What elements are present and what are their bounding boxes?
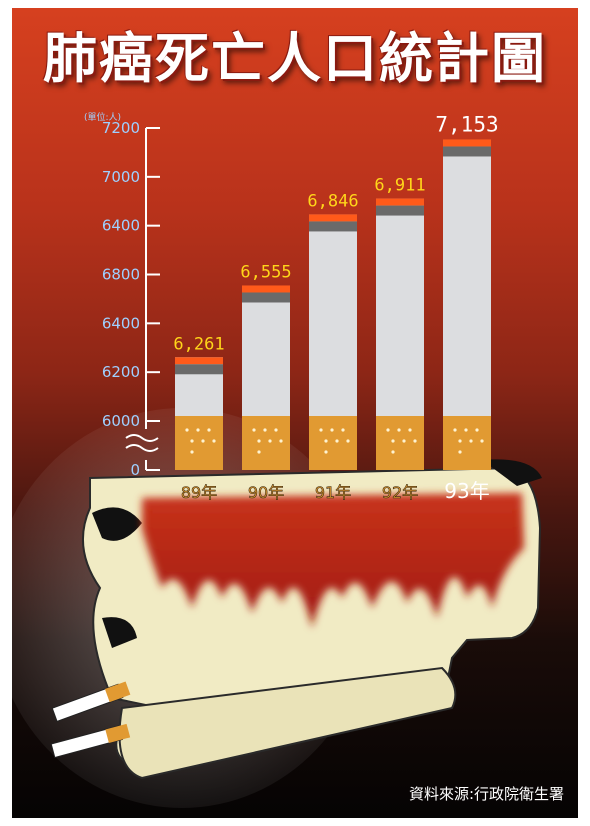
- y-tick-label: 6000: [102, 412, 140, 430]
- source-caption: 資料來源:行政院衛生署: [408, 785, 564, 803]
- filter-dot: [391, 450, 395, 454]
- cigarette-1: [51, 681, 131, 722]
- y-tick-label: 7000: [102, 168, 140, 186]
- filter-dot: [408, 428, 412, 432]
- filter-dot: [268, 439, 272, 443]
- filter-dot: [469, 439, 473, 443]
- filter-dot: [319, 428, 323, 432]
- filter-dot: [480, 439, 484, 443]
- filter-dot: [386, 428, 390, 432]
- bar-value-label: 6,846: [307, 191, 358, 211]
- skull-eye-socket: [92, 507, 142, 541]
- filter-dot: [453, 428, 457, 432]
- y-unit-label: (單位:人): [84, 111, 121, 123]
- filter-dot: [190, 450, 194, 454]
- filter-dot: [464, 428, 468, 432]
- y-tick-label: 0: [130, 461, 140, 479]
- bar: [443, 139, 491, 470]
- chart-canvas: (單位:人) 0 6000 6200 6400 6800 6400 7000 7200 6,261…: [12, 111, 542, 808]
- bar-cap: [242, 285, 290, 293]
- filter-dot: [279, 439, 283, 443]
- filter-dot: [196, 428, 200, 432]
- filter-dot: [257, 450, 261, 454]
- bar-cap: [309, 214, 357, 222]
- filter-dot: [274, 428, 278, 432]
- y-tick-label: 6400: [102, 314, 140, 332]
- bar-value-label: 6,261: [173, 334, 224, 354]
- filter-dot: [324, 439, 328, 443]
- filter-dot: [458, 439, 462, 443]
- filter-dot: [413, 439, 417, 443]
- bar-cap: [175, 357, 223, 365]
- bar-filter: [309, 416, 357, 470]
- filter-dot: [335, 439, 339, 443]
- x-category-label: 91年: [315, 483, 351, 502]
- bar-filter: [242, 416, 290, 470]
- filter-dot: [330, 428, 334, 432]
- filter-dot: [185, 428, 189, 432]
- x-category-label: 93年: [444, 479, 489, 503]
- bar-value-label: 7,153: [435, 112, 498, 136]
- poster: (單位:人) 0 6000 6200 6400 6800 6400 7000 7200 6,261…: [12, 8, 578, 818]
- bar-band: [242, 292, 290, 303]
- filter-dot: [252, 428, 256, 432]
- filter-dot: [212, 439, 216, 443]
- filter-dot: [397, 428, 401, 432]
- filter-dot: [475, 428, 479, 432]
- skull-nose-cavity: [102, 617, 137, 648]
- bar-band: [376, 205, 424, 216]
- bar-filter: [376, 416, 424, 470]
- bar-filter: [443, 416, 491, 470]
- bar-cap: [443, 139, 491, 147]
- y-tick-label: 7200: [102, 119, 140, 137]
- bar-band: [443, 146, 491, 157]
- axis-break-mark: [125, 444, 159, 452]
- x-category-label: 92年: [382, 483, 418, 502]
- bar-value-label: 6,911: [374, 176, 425, 196]
- filter-dot: [263, 428, 267, 432]
- filter-dot: [346, 439, 350, 443]
- filter-dot: [341, 428, 345, 432]
- bar-band: [175, 364, 223, 375]
- filter-dot: [257, 439, 261, 443]
- filter-dot: [458, 450, 462, 454]
- y-tick-label: 6400: [102, 217, 140, 235]
- bar-chart: (單位:人) 0 6000 6200 6400 6800 6400 7000 7200 6,261…: [84, 111, 499, 503]
- bar-band: [309, 221, 357, 232]
- cigarette-2: [50, 723, 131, 759]
- bar-cap: [376, 198, 424, 206]
- x-category-label: 90年: [248, 483, 284, 502]
- filter-dot: [324, 450, 328, 454]
- x-category-label: 89年: [181, 483, 217, 502]
- filter-dot: [201, 439, 205, 443]
- blood-drips: [142, 493, 524, 628]
- filter-dot: [402, 439, 406, 443]
- y-tick-label: 6200: [102, 363, 140, 381]
- axis-break-mark: [125, 434, 159, 442]
- poster-title: 肺癌死亡人口統計圖: [43, 27, 547, 90]
- bar-filter: [175, 416, 223, 470]
- y-tick-label: 6800: [102, 266, 140, 284]
- skull-illustration: [12, 408, 542, 808]
- filter-dot: [391, 439, 395, 443]
- filter-dot: [190, 439, 194, 443]
- filter-dot: [207, 428, 211, 432]
- skull-dark-hair: [482, 459, 542, 486]
- bar-value-label: 6,555: [240, 262, 291, 282]
